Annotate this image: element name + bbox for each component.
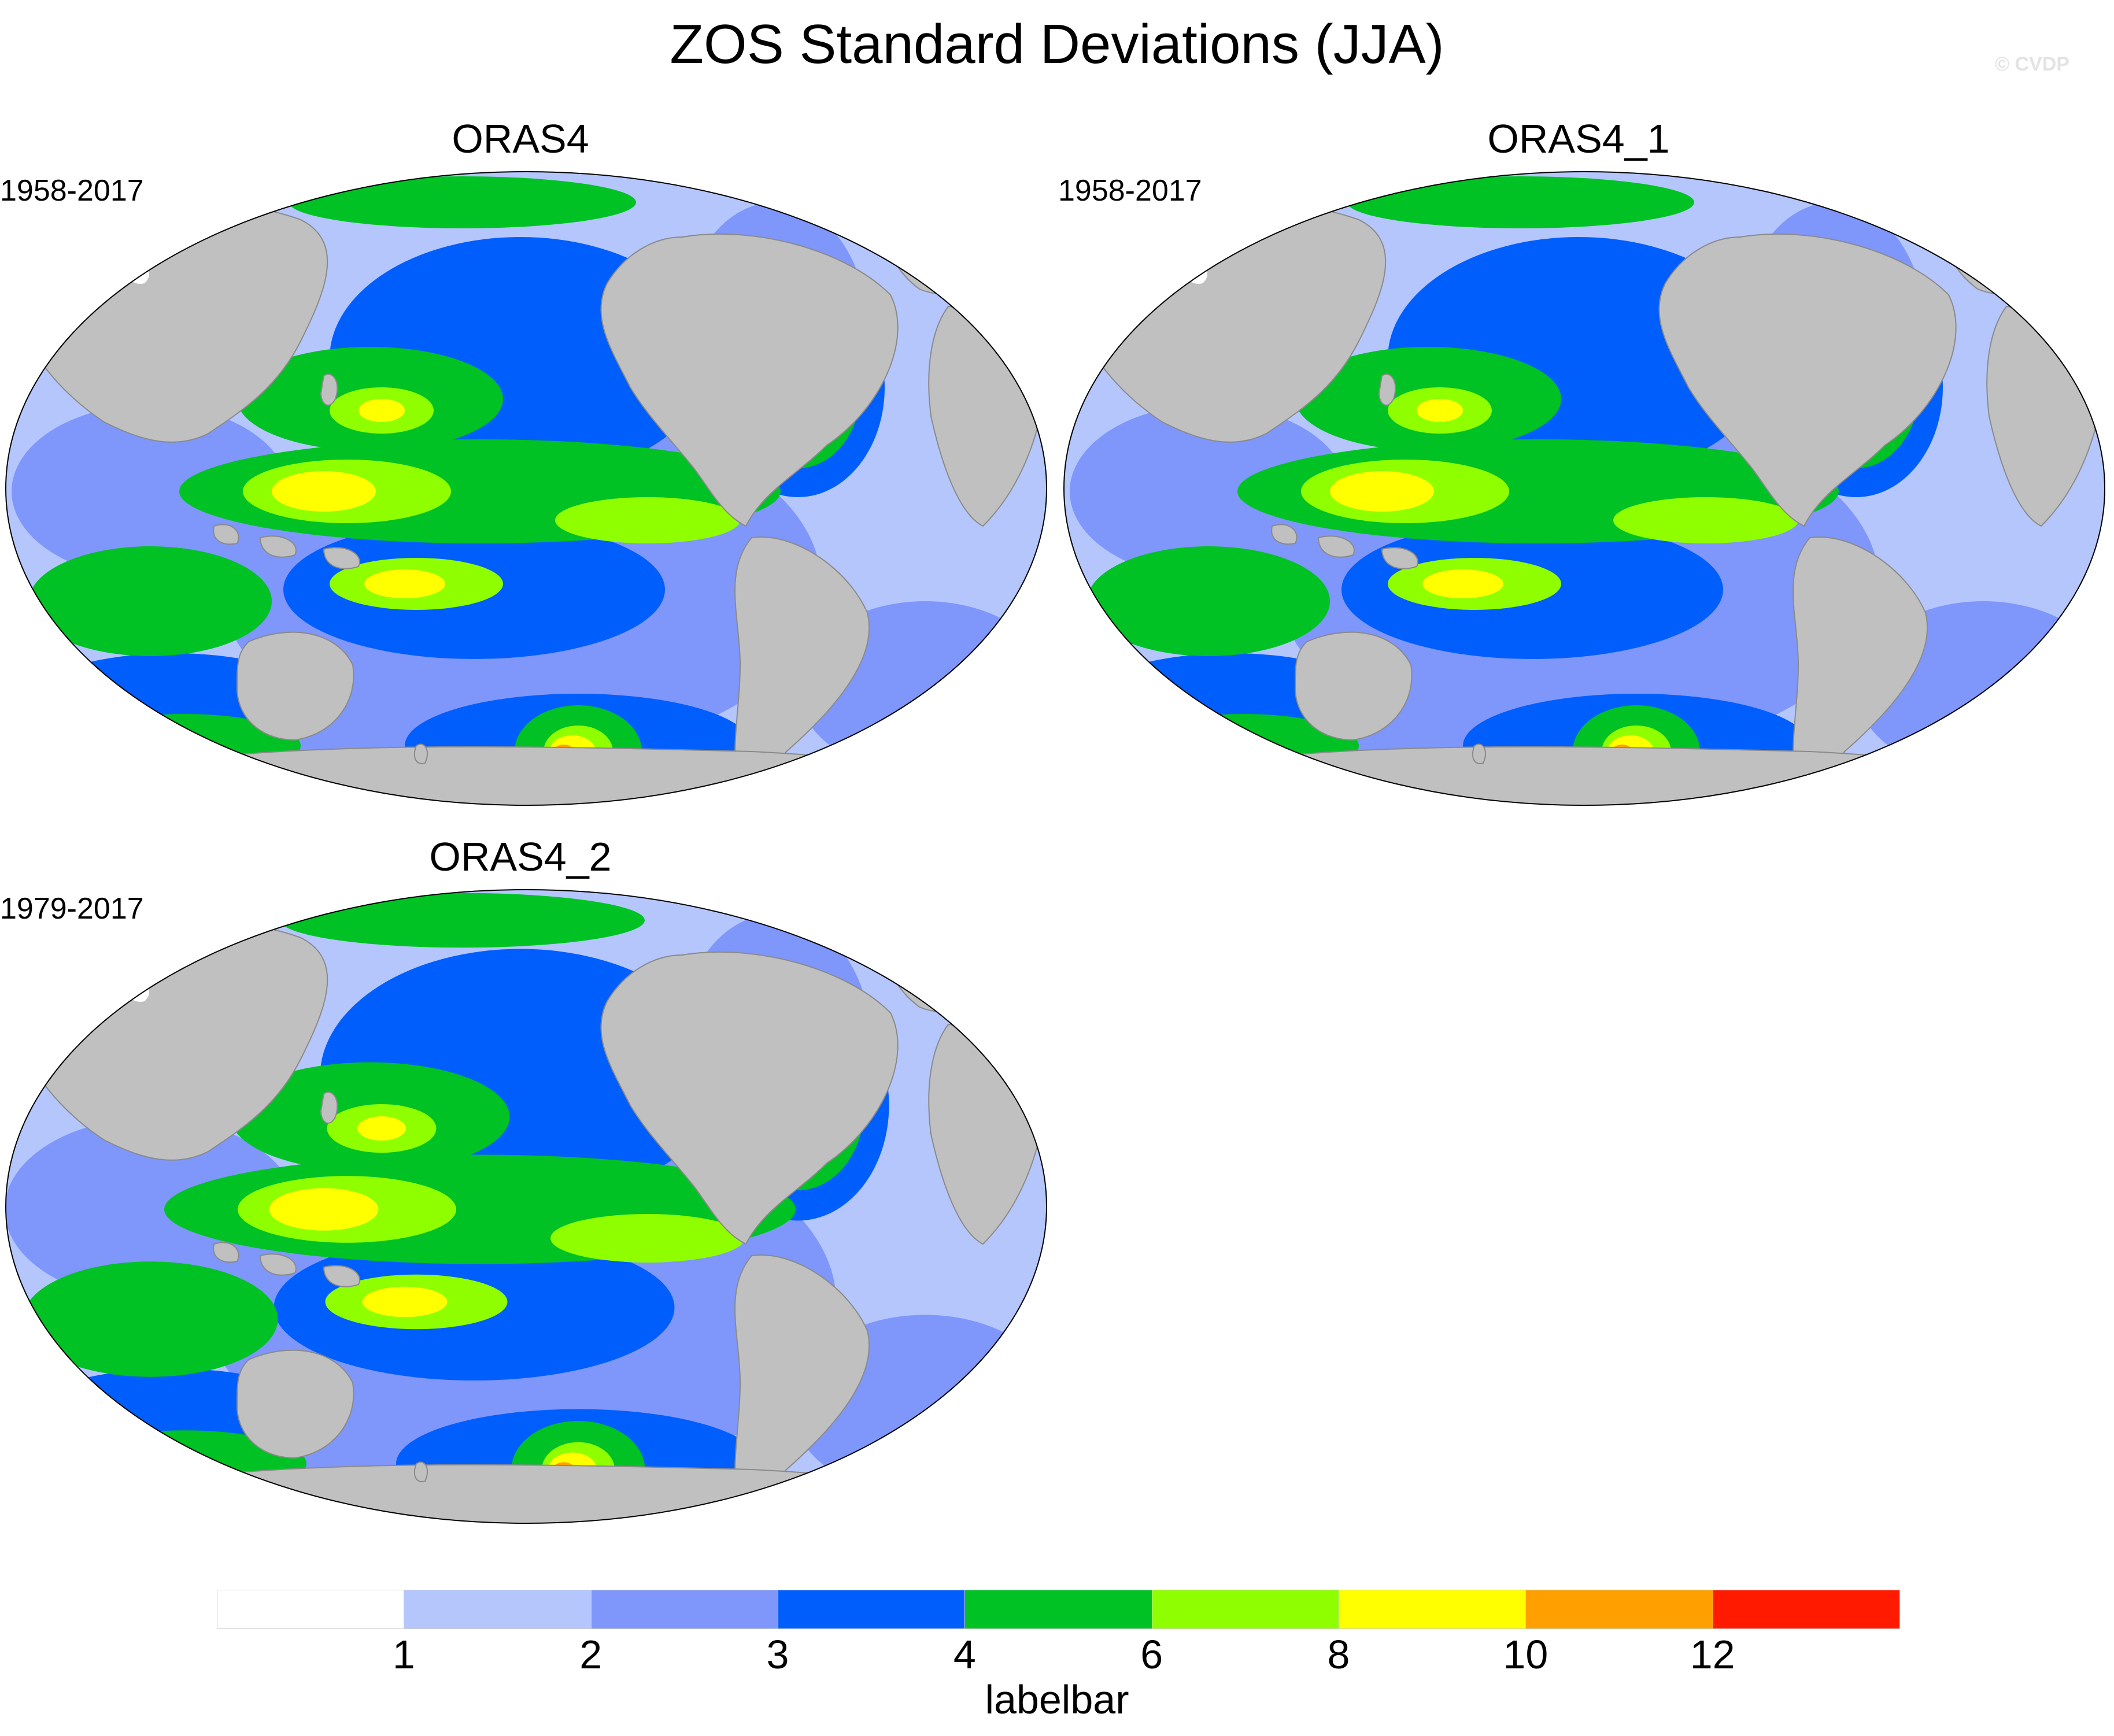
land-mass: [323, 1265, 360, 1287]
stddev-contour-region: [362, 1286, 448, 1317]
stddev-contour-region: [272, 471, 376, 512]
colorbar-segment: [778, 1590, 966, 1629]
land-mass: [236, 631, 354, 741]
zos-stddev-map: [5, 889, 1047, 1524]
colorbar-segment: [1712, 1590, 1900, 1629]
land-mass: [115, 1464, 984, 1523]
land-mass: [1294, 631, 1413, 741]
stddev-contour-region: [269, 1188, 379, 1231]
stddev-contour-region: [1613, 497, 1798, 543]
panel-title: ORAS4: [452, 116, 589, 161]
colorbar-tick-label: 1: [392, 1632, 415, 1677]
stddev-contour-region: [359, 399, 405, 422]
land-mass: [213, 524, 239, 545]
stddev-contour-region: [1087, 546, 1330, 656]
land-mass: [1378, 373, 1396, 406]
stddev-contour-region: [289, 176, 636, 228]
colorbar-tick-label: 6: [1140, 1632, 1163, 1677]
land-mass: [213, 1242, 239, 1263]
stddev-contour-region: [1347, 176, 1694, 228]
colorbar-tick-label: 4: [953, 1632, 976, 1677]
panel-years: 1979-2017: [0, 892, 144, 926]
colorbar-label: labelbar: [985, 1677, 1129, 1722]
colorbar-segment: [964, 1590, 1152, 1629]
stddev-contour-region: [856, 734, 1047, 805]
stddev-contour-region: [364, 569, 445, 598]
land-mass: [1472, 743, 1486, 764]
stddev-contour-region: [550, 1214, 745, 1263]
land-mass: [320, 373, 338, 406]
panel-title: ORAS4_2: [429, 834, 612, 879]
colorbar-segment: [1525, 1590, 1713, 1629]
land-mass: [413, 1461, 428, 1482]
map-outline: [5, 889, 1047, 1524]
colorbar-tick-label: 3: [766, 1632, 789, 1677]
ice-region: [1185, 264, 1208, 284]
land-mass: [1173, 746, 2042, 805]
land-mass: [600, 951, 899, 1245]
stddev-contour-region: [23, 1261, 278, 1377]
colorbar: [217, 1590, 1900, 1630]
panel-years: 1958-2017: [1058, 174, 1202, 208]
land-mass: [115, 746, 984, 805]
stddev-contour-region: [357, 1116, 406, 1141]
map-outline: [1063, 171, 2105, 806]
map-outline: [5, 171, 1047, 806]
stddev-contour-region: [1422, 569, 1503, 598]
stddev-contour-region: [555, 497, 740, 543]
land-mass: [1271, 524, 1298, 545]
colorbar-tick-label: 10: [1503, 1632, 1548, 1677]
colorbar-tick-label: 2: [579, 1632, 603, 1677]
land-mass: [320, 1091, 338, 1124]
figure-title: ZOS Standard Deviations (JJA): [670, 13, 1444, 75]
panel-title: ORAS4_1: [1487, 116, 1670, 161]
stddev-contour-region: [1417, 399, 1463, 422]
ice-region: [127, 264, 150, 284]
land-mass: [259, 1253, 297, 1276]
colorbar-segment: [1151, 1590, 1339, 1629]
colorbar-segment: [404, 1590, 592, 1629]
stddev-contour-region: [29, 546, 272, 656]
land-mass: [413, 743, 428, 764]
panel-years: 1958-2017: [0, 174, 144, 208]
panel-oras4-2: ORAS4_2 1979-2017: [0, 834, 1047, 1533]
ice-region: [127, 982, 150, 1002]
land-mass: [1658, 233, 1957, 527]
colorbar-segment: [590, 1590, 778, 1629]
land-mass: [323, 547, 360, 569]
land-mass: [236, 1349, 354, 1459]
colorbar-tick-label: 12: [1690, 1632, 1735, 1677]
watermark: © CVDP: [1995, 53, 2069, 75]
land-mass: [259, 535, 297, 558]
stddev-contour-region: [1914, 734, 2105, 805]
zos-stddev-map: [1063, 171, 2105, 806]
colorbar-tick-label: 8: [1327, 1632, 1350, 1677]
land-mass: [600, 233, 899, 527]
panel-oras4: ORAS4 1958-2017: [0, 116, 1047, 815]
land-mass: [1381, 547, 1418, 569]
stddev-contour-region: [851, 1450, 1047, 1523]
colorbar-segment: [217, 1590, 405, 1629]
stddev-contour-region: [280, 893, 645, 948]
zos-stddev-map: [5, 171, 1047, 806]
colorbar-segment: [1339, 1590, 1527, 1629]
stddev-contour-region: [1330, 471, 1434, 512]
land-mass: [1317, 535, 1355, 558]
panel-oras4-1: ORAS4_1 1958-2017: [1058, 116, 2105, 815]
